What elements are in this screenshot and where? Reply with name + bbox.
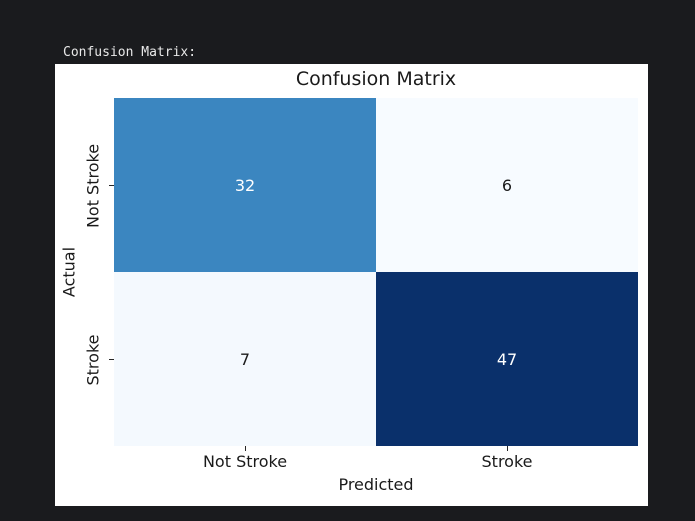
x-tick-mark xyxy=(507,446,508,451)
confusion-matrix-figure: Confusion Matrix 32 6 7 47 Not Stroke St… xyxy=(55,64,648,506)
heatmap-cell-false-positive: 6 xyxy=(376,98,638,272)
x-tick-label-stroke: Stroke xyxy=(481,452,533,471)
y-tick-label-not-stroke: Not Stroke xyxy=(83,143,103,229)
heatmap-cell-false-negative: 7 xyxy=(114,272,376,446)
y-tick-label-stroke: Stroke xyxy=(83,334,103,386)
heatmap: 32 6 7 47 xyxy=(114,98,638,446)
y-axis-label: Actual xyxy=(59,246,79,298)
x-axis-label: Predicted xyxy=(338,475,414,494)
terminal-line: Confusion Matrix: xyxy=(63,45,197,60)
x-tick-mark xyxy=(245,446,246,451)
y-tick-mark xyxy=(109,185,114,186)
x-tick-label-not-stroke: Not Stroke xyxy=(202,452,288,471)
chart-title: Confusion Matrix xyxy=(295,68,457,90)
heatmap-cell-true-negative: 32 xyxy=(114,98,376,272)
y-tick-mark xyxy=(109,359,114,360)
heatmap-cell-true-positive: 47 xyxy=(376,272,638,446)
